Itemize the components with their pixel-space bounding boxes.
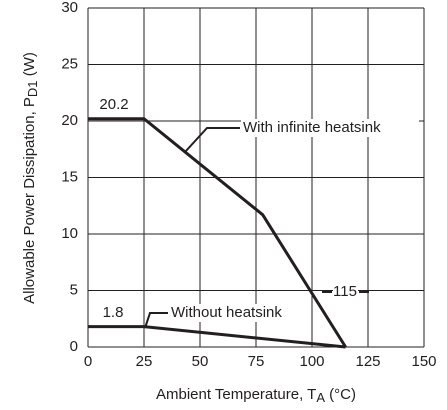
y-tick-label: 20	[61, 112, 78, 129]
leader-line	[144, 312, 168, 329]
series-line	[88, 117, 347, 348]
series-line	[88, 325, 346, 349]
x-tick-label: 100	[299, 353, 324, 370]
x-tick-label: 125	[355, 353, 380, 370]
x-tick-label: 0	[84, 353, 92, 370]
x-tick-label: 150	[411, 353, 436, 370]
y-tick-label: 25	[61, 55, 78, 72]
annotation: 115	[333, 283, 357, 300]
label-bg	[100, 305, 128, 321]
y-axis-label: Allowable Power Dissipation, PD1 (W)	[21, 52, 40, 304]
y-tick-label: 30	[61, 0, 78, 16]
label-bg	[169, 304, 299, 322]
leader-line	[184, 127, 240, 153]
y-tick-label: 0	[70, 338, 78, 355]
label-bg	[333, 284, 358, 300]
annotation: 1.8	[103, 304, 124, 321]
x-tick-label: 25	[136, 353, 153, 370]
label-bg	[241, 119, 419, 137]
y-tick-label: 10	[61, 225, 78, 242]
series-label: Without heatsink	[171, 304, 282, 321]
annotation: 20.2	[99, 96, 128, 113]
x-tick-label: 50	[192, 353, 209, 370]
series-label: With infinite heatsink	[243, 119, 381, 136]
x-tick-label: 75	[248, 353, 265, 370]
x-axis-label: Ambient Temperature, TA (°C)	[156, 386, 356, 405]
y-tick-label: 15	[61, 168, 78, 185]
label-bg	[96, 97, 132, 113]
y-tick-label: 5	[70, 281, 78, 298]
